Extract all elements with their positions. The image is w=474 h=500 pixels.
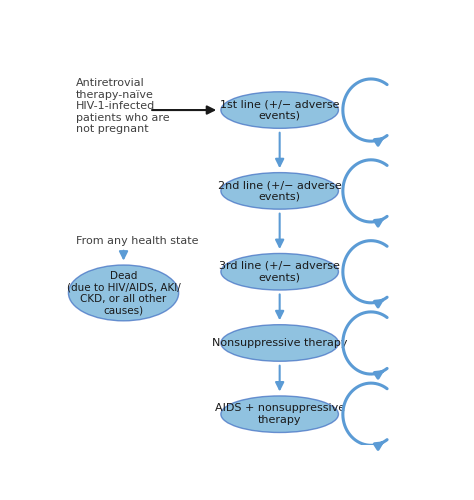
Text: From any health state: From any health state — [76, 236, 198, 246]
Ellipse shape — [221, 254, 338, 290]
Text: 1st line (+/− adverse
events): 1st line (+/− adverse events) — [220, 99, 339, 121]
Text: Nonsuppressive therapy: Nonsuppressive therapy — [212, 338, 347, 348]
Ellipse shape — [221, 172, 338, 209]
Ellipse shape — [68, 265, 179, 321]
Ellipse shape — [221, 396, 338, 432]
Text: AIDS + nonsuppressive
therapy: AIDS + nonsuppressive therapy — [215, 404, 345, 425]
Ellipse shape — [221, 324, 338, 362]
Ellipse shape — [221, 92, 338, 128]
Text: Antiretrovial
therapy-naïve
HIV-1-infected
patients who are
not pregnant: Antiretrovial therapy-naïve HIV-1-infect… — [76, 78, 169, 134]
Text: 3rd line (+/− adverse
events): 3rd line (+/− adverse events) — [219, 261, 340, 282]
Text: Dead
(due to HIV/AIDS, AKI/
CKD, or all other
causes): Dead (due to HIV/AIDS, AKI/ CKD, or all … — [67, 270, 181, 316]
Text: 2nd line (+/− adverse
events): 2nd line (+/− adverse events) — [218, 180, 342, 202]
